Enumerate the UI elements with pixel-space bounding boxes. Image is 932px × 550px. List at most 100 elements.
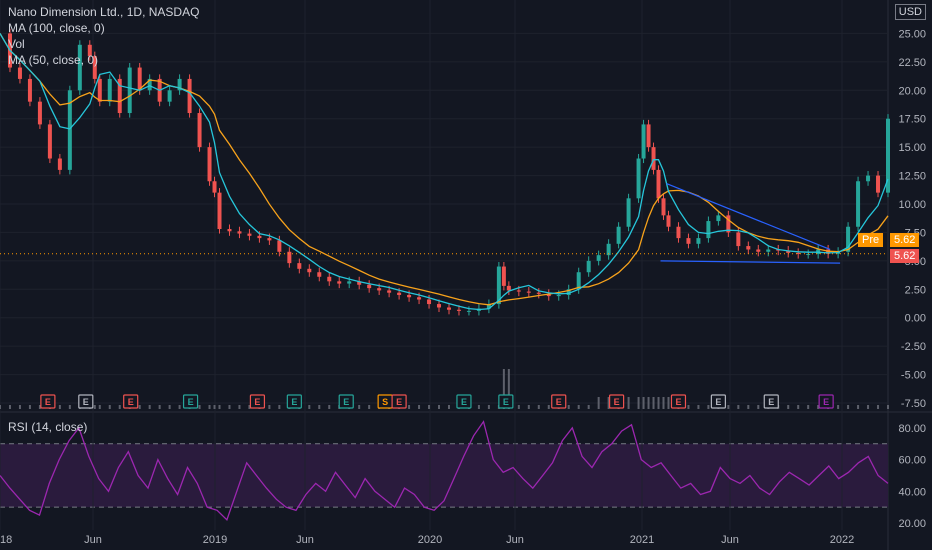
volume-bar bbox=[647, 397, 650, 409]
candle-body bbox=[466, 310, 471, 312]
volume-bar bbox=[887, 405, 889, 409]
candle-body bbox=[207, 147, 212, 182]
earnings-marker bbox=[763, 394, 779, 409]
volume-bar bbox=[737, 405, 740, 409]
candle-body bbox=[641, 124, 646, 159]
candle-body bbox=[57, 158, 62, 170]
rsi-tick-label: 20.00 bbox=[898, 518, 926, 530]
candle-body bbox=[67, 90, 72, 170]
candle-body bbox=[796, 252, 801, 255]
candle-body bbox=[197, 113, 202, 148]
candle-body bbox=[117, 78, 122, 114]
volume-bar bbox=[268, 405, 271, 409]
volume-bar bbox=[408, 405, 411, 409]
candle-body bbox=[806, 254, 811, 256]
candle-body bbox=[277, 240, 282, 252]
earnings-marker bbox=[818, 394, 834, 409]
volume-bar bbox=[138, 405, 141, 409]
price-tick-label: 25.00 bbox=[898, 28, 926, 40]
volume-bar bbox=[18, 405, 21, 409]
earnings-marker bbox=[456, 394, 472, 409]
volume-bar bbox=[418, 405, 421, 409]
earnings-marker-label: E bbox=[503, 397, 509, 407]
candle-body bbox=[446, 307, 451, 310]
time-tick-label: 2019 bbox=[203, 534, 227, 546]
candle-body bbox=[856, 181, 861, 227]
price-tick-label: 20.00 bbox=[898, 85, 926, 97]
candle-body bbox=[137, 67, 142, 91]
candle-body bbox=[377, 288, 382, 291]
candle-body bbox=[427, 299, 432, 305]
rsi-title: RSI (14, close) bbox=[8, 420, 88, 434]
candle-body bbox=[92, 56, 97, 79]
volume-bar bbox=[507, 369, 510, 409]
earnings-marker-label: E bbox=[675, 397, 681, 407]
legend-title: Nano Dimension Ltd., 1D, NASDAQ bbox=[8, 5, 200, 19]
candle-body bbox=[536, 292, 541, 294]
candle-body bbox=[407, 294, 412, 298]
earnings-marker bbox=[40, 394, 56, 409]
candle-body bbox=[646, 124, 651, 148]
volume-bar bbox=[58, 405, 61, 409]
rsi-tick-label: 40.00 bbox=[898, 486, 926, 498]
volume-bar bbox=[28, 405, 31, 409]
candle-body bbox=[267, 238, 272, 241]
candle-body bbox=[327, 276, 332, 282]
volume-bar bbox=[502, 369, 505, 409]
candle-body bbox=[87, 44, 92, 57]
candle-body bbox=[886, 118, 890, 193]
volume-bar bbox=[847, 405, 850, 409]
earnings-marker-label: E bbox=[45, 397, 51, 407]
candle-body bbox=[636, 158, 641, 199]
volume-bar bbox=[358, 405, 361, 409]
volume-bar bbox=[707, 405, 710, 409]
earnings-marker-label: E bbox=[823, 397, 829, 407]
time-tick-label: Jun bbox=[506, 534, 524, 546]
earnings-marker-label: E bbox=[128, 397, 134, 407]
ma100-line bbox=[0, 33, 889, 306]
candle-body bbox=[726, 215, 731, 233]
candle-body bbox=[516, 290, 521, 292]
candle-body bbox=[347, 281, 352, 284]
volume-bar bbox=[218, 405, 221, 409]
currency-button[interactable]: USD bbox=[894, 4, 926, 20]
volume-bar bbox=[213, 405, 216, 409]
last-price-badge: 5.62 bbox=[890, 249, 920, 263]
volume-bar bbox=[328, 405, 331, 409]
volume-bar bbox=[787, 405, 790, 409]
earnings-marker-label: E bbox=[768, 397, 774, 407]
earnings-marker-label: E bbox=[614, 397, 620, 407]
price-tick-label: -7.50 bbox=[901, 398, 926, 410]
earnings-marker bbox=[498, 394, 514, 409]
volume-bar bbox=[517, 405, 520, 409]
candle-body bbox=[456, 309, 461, 311]
candle-body bbox=[297, 263, 302, 269]
volume-bar bbox=[428, 405, 431, 409]
earnings-marker-label: E bbox=[83, 397, 89, 407]
volume-bar bbox=[8, 405, 11, 409]
candle-body bbox=[97, 78, 102, 102]
pre-value: 5.62 bbox=[890, 233, 920, 247]
candle-body bbox=[696, 238, 701, 244]
volume-bar bbox=[797, 405, 800, 409]
volume-bar bbox=[108, 405, 111, 409]
earnings-marker bbox=[286, 394, 302, 409]
candle-body bbox=[846, 226, 851, 252]
legend-vol: Vol bbox=[8, 37, 25, 51]
volume-bar bbox=[857, 405, 860, 409]
price-tick-label: 15.00 bbox=[898, 142, 926, 154]
candle-body bbox=[307, 268, 312, 273]
price-tick-label: -5.00 bbox=[901, 370, 926, 382]
candle-body bbox=[397, 292, 402, 295]
earnings-marker bbox=[710, 394, 726, 409]
candle-body bbox=[626, 198, 631, 227]
time-tick-label: Jun bbox=[84, 534, 102, 546]
candle-body bbox=[556, 294, 561, 297]
volume-bar bbox=[567, 405, 570, 409]
volume-bar bbox=[477, 405, 480, 409]
earnings-marker-label: E bbox=[188, 397, 194, 407]
candle-body bbox=[656, 169, 661, 199]
volume-bar bbox=[662, 397, 665, 409]
time-tick-label: Jun bbox=[296, 534, 314, 546]
